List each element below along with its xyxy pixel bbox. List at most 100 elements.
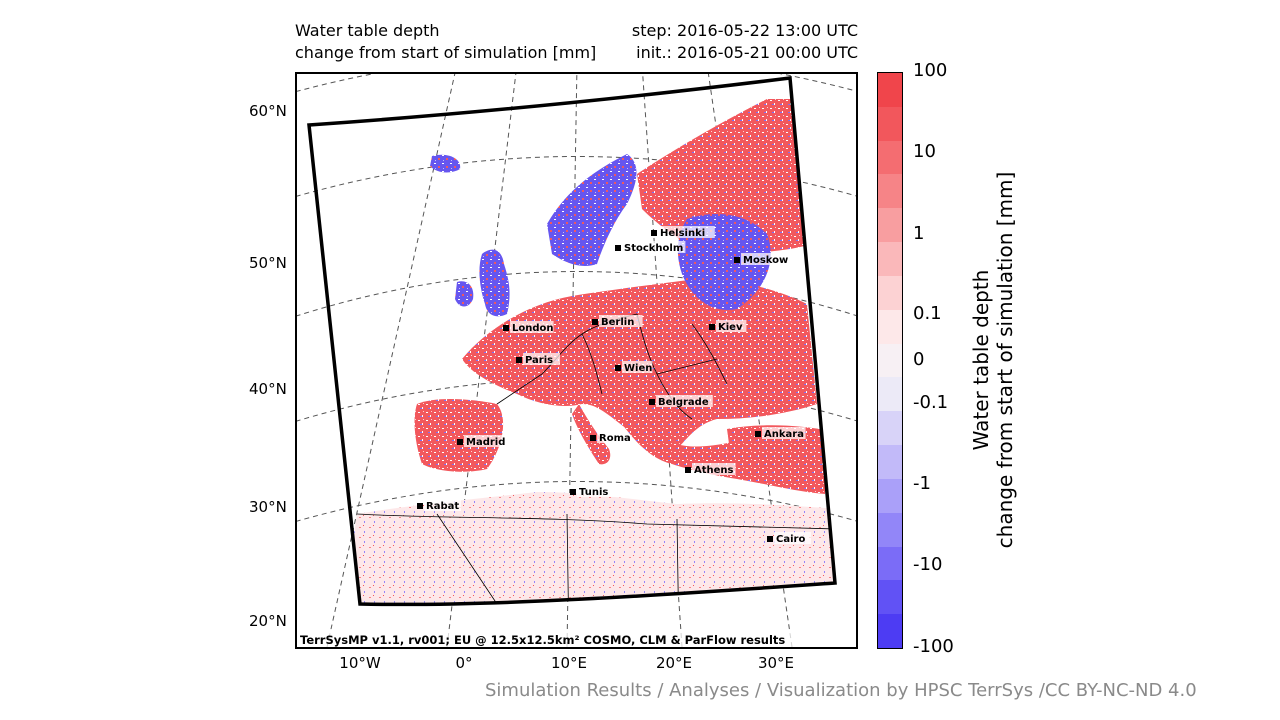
colorbar-segment <box>878 614 902 649</box>
city-markers: Helsinki Stockholm Moskow London Berlin Kiev P… <box>417 226 811 545</box>
uk <box>479 249 510 317</box>
city-london: London <box>503 321 554 334</box>
city-marker-icon <box>590 435 596 441</box>
city-marker-icon <box>709 324 715 330</box>
map-footer: TerrSysMP v1.1, rv001; EU @ 12.5x12.5km²… <box>300 633 785 647</box>
city-stockholm: Stockholm <box>615 241 686 254</box>
lon-label-10e: 10°E <box>550 654 588 672</box>
city-marker-icon <box>570 489 576 495</box>
colorbar-tick-0-1: 0.1 <box>913 303 942 324</box>
city-label: London <box>512 323 554 334</box>
city-marker-icon <box>417 503 423 509</box>
map-title: Water table depth change from start of si… <box>295 20 596 64</box>
colorbar-label: Water table depth change from start of s… <box>965 90 1021 630</box>
city-marker-icon <box>503 325 509 331</box>
north-africa <box>337 492 835 605</box>
city-marker-icon <box>755 431 761 437</box>
city-label: Belgrade <box>658 397 709 408</box>
city-label: Kiev <box>718 322 743 333</box>
city-label: Wien <box>624 363 652 374</box>
colorbar-segment <box>878 140 902 175</box>
colorbar-tick-neg-1: -1 <box>913 473 931 494</box>
credit-line: Simulation Results / Analyses / Visualiz… <box>485 680 1197 701</box>
colorbar-segment <box>878 377 902 412</box>
city-roma: Roma <box>590 431 631 444</box>
city-marker-icon <box>516 357 522 363</box>
scandinavia <box>547 154 637 266</box>
colorbar-tick-100: 100 <box>913 60 948 81</box>
city-marker-icon <box>457 439 463 445</box>
lat-label-50n: 50°N <box>249 254 287 272</box>
city-label: Madrid <box>466 437 505 448</box>
city-marker-icon <box>649 399 655 405</box>
lon-label-30e: 30°E <box>757 654 795 672</box>
city-belgrade: Belgrade <box>649 395 713 408</box>
colorbar-segment <box>878 343 902 378</box>
city-label: Helsinki <box>660 228 705 239</box>
lat-label-30n: 30°N <box>249 498 287 516</box>
data-field <box>337 99 835 605</box>
lon-label-20e: 20°E <box>655 654 693 672</box>
finland-russia <box>637 99 812 253</box>
colorbar-segment <box>878 208 902 243</box>
lat-label-20n: 20°N <box>249 612 287 630</box>
italy <box>572 404 611 465</box>
country-borders <box>356 313 835 605</box>
colorbar-segment <box>878 512 902 547</box>
colorbar <box>877 72 903 649</box>
iceland <box>430 154 461 173</box>
city-helsinki: Helsinki <box>651 226 715 239</box>
city-madrid: Madrid <box>457 435 508 448</box>
city-kiev: Kiev <box>709 320 747 333</box>
lon-label-10w: 10°W <box>339 654 381 672</box>
city-athens: Athens <box>685 463 736 476</box>
city-wien: Wien <box>615 361 653 374</box>
map-panel: Helsinki Stockholm Moskow London Berlin Kiev P… <box>295 72 858 649</box>
colorbar-tick-0: 0 <box>913 349 925 370</box>
colorbar-segment <box>878 445 902 479</box>
city-label: Roma <box>599 433 631 444</box>
city-label: Paris <box>525 355 553 366</box>
colorbar-segment <box>878 73 902 107</box>
init-time: init.: 2016-05-21 00:00 UTC <box>636 43 858 62</box>
city-ankara: Ankara <box>755 427 806 440</box>
map-canvas: Helsinki Stockholm Moskow London Berlin Kiev P… <box>297 74 856 647</box>
city-marker-icon <box>685 467 691 473</box>
city-marker-icon <box>734 257 740 263</box>
title-line-2: change from start of simulation [mm] <box>295 43 597 62</box>
city-label: Berlin <box>601 317 634 328</box>
colorbar-label-line-1: Water table depth <box>969 269 993 451</box>
colorbar-tick-neg-10: -10 <box>913 554 943 575</box>
ireland <box>455 281 474 307</box>
city-label: Rabat <box>426 501 459 512</box>
city-label: Tunis <box>579 487 608 498</box>
city-berlin: Berlin <box>592 315 643 328</box>
city-label: Ankara <box>764 429 804 440</box>
city-paris: Paris <box>516 353 560 366</box>
colorbar-tick-neg-100: -100 <box>913 636 954 657</box>
city-label: Athens <box>694 465 734 476</box>
city-label: Moskow <box>743 255 788 266</box>
lon-label-0: 0° <box>455 654 473 672</box>
city-marker-icon <box>615 365 621 371</box>
city-tunis: Tunis <box>570 485 614 498</box>
colorbar-tick-1: 1 <box>913 223 925 244</box>
city-label: Stockholm <box>624 243 683 254</box>
colorbar-segment <box>878 242 902 276</box>
model-domain-boundary <box>307 76 837 607</box>
title-line-1: Water table depth <box>295 21 440 40</box>
city-label: Cairo <box>776 534 805 545</box>
step-time: step: 2016-05-22 13:00 UTC <box>631 21 858 40</box>
colorbar-segment <box>878 174 902 209</box>
city-marker-icon <box>615 245 621 251</box>
colorbar-tick-10: 10 <box>913 141 936 162</box>
colorbar-segment <box>878 106 902 141</box>
city-marker-icon <box>592 319 598 325</box>
colorbar-tick-neg-0-1: -0.1 <box>913 392 949 413</box>
lat-label-60n: 60°N <box>249 102 287 120</box>
colorbar-segment <box>878 546 902 581</box>
colorbar-segment <box>878 478 902 513</box>
city-marker-icon <box>767 536 773 542</box>
iberia <box>414 399 504 472</box>
colorbar-segment <box>878 309 902 344</box>
